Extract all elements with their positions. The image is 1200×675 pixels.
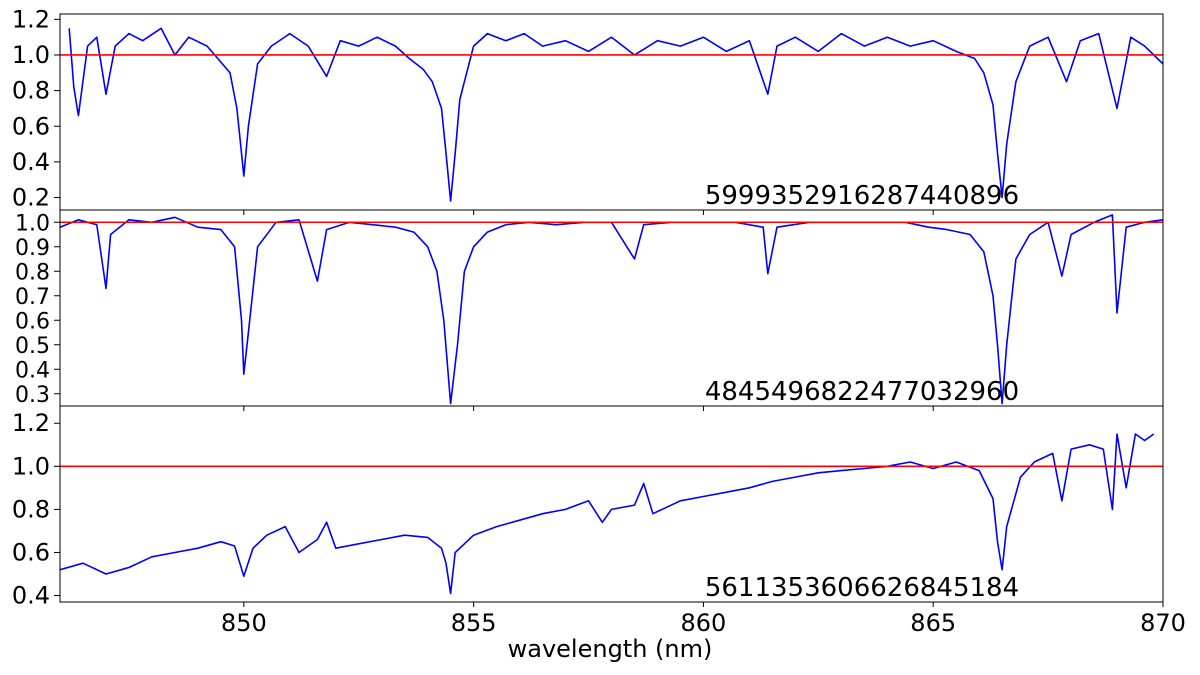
- x-axis: 850 855 860 865 870: [221, 609, 1186, 637]
- y-tick-label: 0.6: [15, 309, 50, 334]
- y-tick-label: 1.0: [12, 41, 50, 69]
- y-tick-label: 0.9: [15, 236, 50, 261]
- y-tick-label: 0.4: [15, 358, 50, 383]
- spectrum-line: [68, 27, 1163, 202]
- y-tick-label: 1.2: [12, 409, 50, 437]
- y-tick-label: 0.4: [12, 148, 50, 176]
- panel-source-label: 4845496822477032960: [705, 377, 1019, 407]
- y-tick-label: 0.8: [15, 260, 50, 285]
- panels-layer: 0.20.40.60.81.01.259993529162874408960.3…: [12, 5, 1164, 610]
- y-tick-label: 0.8: [12, 495, 50, 523]
- spectrum-line: [60, 433, 1155, 595]
- y-tick-label: 0.4: [12, 582, 50, 610]
- x-axis-label: wavelength (nm): [508, 635, 713, 663]
- y-tick-label: 0.7: [15, 285, 50, 310]
- panel-frame: [59, 405, 1164, 603]
- x-tick-label: 850: [221, 609, 267, 637]
- spectrum-line: [60, 214, 1163, 405]
- panel-3: 0.4 0.6 0.8 1.0 1.2 5611353606626845184: [12, 405, 1164, 610]
- y-tick-label: 0.6: [12, 538, 50, 566]
- panel-source-label: 5611353606626845184: [705, 573, 1019, 603]
- y-tick-label: 0.3: [15, 383, 50, 408]
- x-tick-label: 865: [910, 609, 956, 637]
- y-tick-label: 1.0: [15, 211, 50, 236]
- y-tick-label: 0.8: [12, 77, 50, 105]
- x-tick-label: 870: [1140, 609, 1186, 637]
- y-tick-label: 0.5: [15, 334, 50, 359]
- y-tick-label: 1.0: [12, 452, 50, 480]
- x-tick-label: 860: [681, 609, 727, 637]
- y-tick-label: 1.2: [12, 5, 50, 33]
- panel-source-label: 5999352916287440896: [705, 181, 1019, 211]
- panel-1: 0.2 0.4 0.6 0.8 1.0 1.2 5999352916287440896: [12, 5, 1164, 215]
- y-tick-label: 0.2: [12, 184, 50, 212]
- x-tick-label: 855: [451, 609, 497, 637]
- panel-2: 0.30.40.50.60.70.80.91.0 4845496822477032…: [15, 209, 1164, 411]
- y-tick-label: 0.6: [12, 112, 50, 140]
